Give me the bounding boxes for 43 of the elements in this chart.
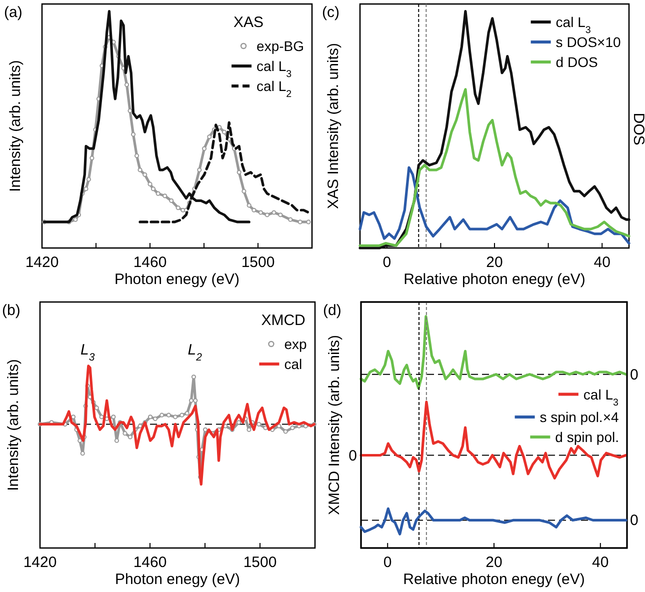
y-axis-title: Intensity (arb. units) <box>7 60 24 192</box>
ref-line-label: 0 <box>630 512 638 530</box>
y-axis-title: XAS Intensity (arb. units) <box>325 43 342 209</box>
x-axis-title: Photon enegy (eV) <box>114 271 240 288</box>
legend-label: exp-BG <box>256 38 304 54</box>
x-tick-label: 1420 <box>25 254 59 271</box>
x-tick-label: 1500 <box>243 554 277 571</box>
y-axis-title: Intensity (arb. units) <box>5 359 22 491</box>
x-tick-label: 1460 <box>133 254 167 271</box>
x-tick-label: 40 <box>592 554 609 571</box>
legend-label: cal L$_{3}$ <box>256 58 292 80</box>
x-tick-label: 1500 <box>241 254 275 271</box>
chart-title: (d) <box>323 302 342 319</box>
y-axis-title: XMCD Intensity (arb. units) <box>326 334 343 516</box>
x-tick-label: 1420 <box>23 554 57 571</box>
legend-label: cal L$_{2}$ <box>256 78 292 100</box>
text: L$_{2}$ <box>188 341 202 364</box>
x-tick-label: 20 <box>486 254 503 271</box>
x-tick-label: 40 <box>594 254 610 271</box>
legend-label: s spin pol.×4 <box>540 409 619 425</box>
legend-label: s DOS×10 <box>556 34 621 50</box>
chart-title: (b) <box>2 302 20 319</box>
ref-line-label: 0 <box>630 366 638 384</box>
x-tick-label: 0 <box>382 254 392 271</box>
legend-label: d spin pol. <box>555 429 619 445</box>
x-axis-title: Relative photon enegy (eV) <box>403 571 585 588</box>
x-tick-label: 1460 <box>133 554 167 571</box>
legend-title: XAS <box>234 14 264 31</box>
legend-label: cal <box>284 356 302 372</box>
chart-title: (a) <box>4 4 22 21</box>
legend-label: exp <box>284 336 307 352</box>
chart-title: (c) <box>322 4 340 21</box>
legend-label: d DOS <box>556 54 598 70</box>
legend-title: XMCD <box>261 312 306 329</box>
x-axis-title: Photon enegy (eV) <box>114 571 240 588</box>
ref-line-label: 0 <box>348 447 357 464</box>
text: L$_{3}$ <box>80 341 95 364</box>
x-tick-label: 0 <box>383 554 392 571</box>
legend-label: cal L$_{3}$ <box>583 386 619 408</box>
x-axis-title: Relative photon enegy (eV) <box>404 271 586 288</box>
legend-label: cal L$_{3}$ <box>556 14 592 36</box>
x-tick-label: 20 <box>486 554 502 571</box>
y2-axis-title: DOS <box>630 112 645 146</box>
